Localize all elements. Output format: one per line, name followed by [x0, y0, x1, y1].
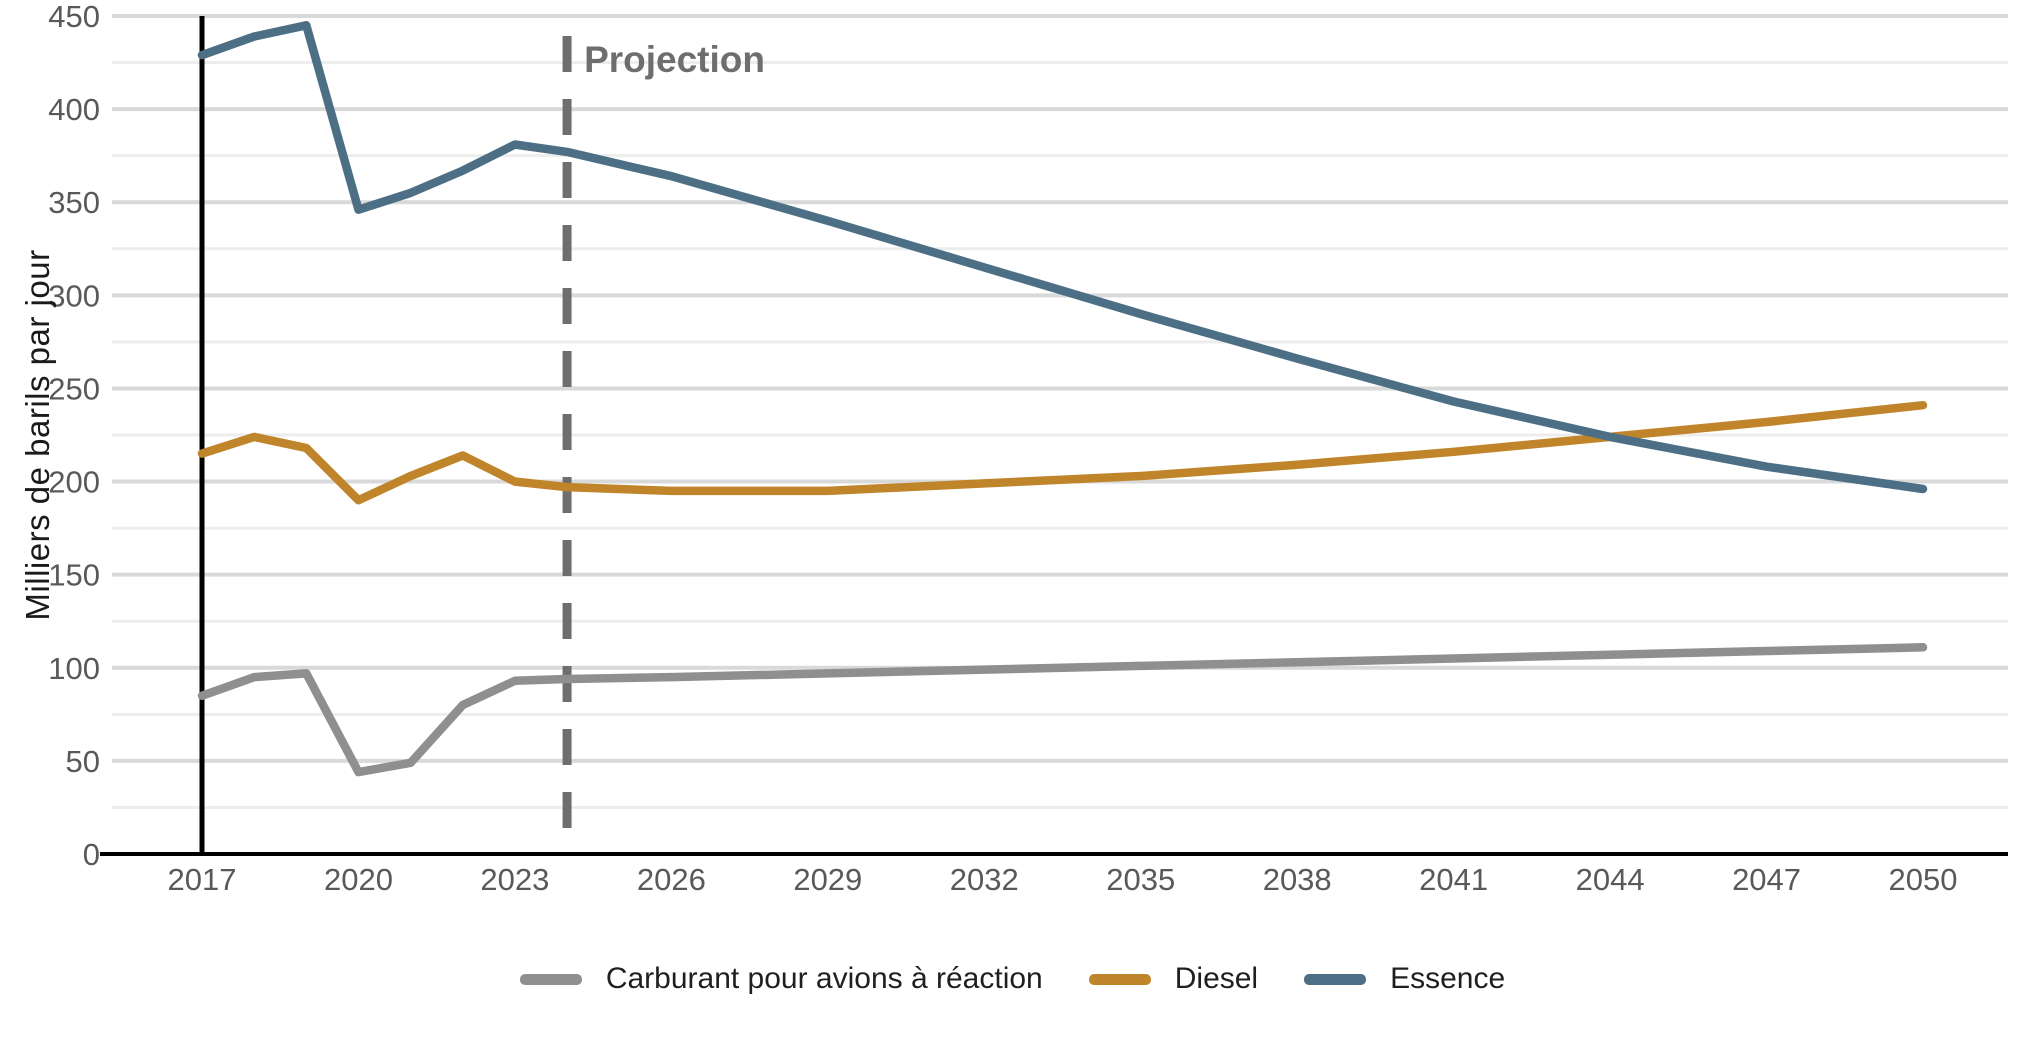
legend-swatch-diesel — [1088, 973, 1151, 985]
legend-label-diesel: Diesel — [1174, 962, 1259, 995]
legend-swatch-essence — [1304, 973, 1367, 985]
series-line-diesel — [197, 400, 1928, 505]
x-tick-label: 2020 — [324, 862, 393, 897]
legend-label-jet-fuel: Carburant pour avions à réaction — [605, 962, 1043, 995]
legend-item-essence: Essence — [1304, 962, 1505, 996]
y-tick-label: 400 — [48, 92, 100, 127]
projection-label: Projection — [584, 39, 765, 80]
legend-item-diesel: Diesel — [1088, 962, 1259, 996]
x-tick-label: 2038 — [1263, 862, 1332, 897]
legend: Carburant pour avions à réaction Diesel … — [0, 962, 2025, 996]
x-tick-label: 2044 — [1576, 862, 1645, 897]
x-tick-label: 2050 — [1889, 862, 1958, 897]
y-tick-label: 50 — [66, 744, 100, 779]
x-tick-label: 2026 — [637, 862, 706, 897]
x-tick-label: 2047 — [1732, 862, 1801, 897]
y-tick-label: 300 — [48, 278, 100, 313]
y-tick-label: 100 — [48, 651, 100, 686]
x-tick-label: 2041 — [1419, 862, 1488, 897]
x-tick-label: 2035 — [1106, 862, 1175, 897]
y-axis-title: Milliers de barils par jour — [19, 249, 56, 621]
y-tick-label: 0 — [83, 837, 100, 872]
x-tick-label: 2029 — [793, 862, 862, 897]
x-tick-label: 2032 — [950, 862, 1019, 897]
legend-label-essence: Essence — [1390, 962, 1506, 995]
legend-swatch-jet-fuel — [519, 973, 582, 985]
legend-item-jet-fuel: Carburant pour avions à réaction — [519, 962, 1043, 996]
y-tick-label: 450 — [48, 0, 100, 34]
x-tick-label: 2017 — [168, 862, 237, 897]
y-tick-label: 250 — [48, 371, 100, 406]
series-line-essence — [197, 21, 1928, 494]
y-tick-label: 200 — [48, 465, 100, 500]
x-tick-label: 2023 — [480, 862, 549, 897]
series-line-carburant-pour-avions-r-action — [197, 643, 1928, 777]
y-tick-label: 350 — [48, 185, 100, 220]
y-tick-label: 150 — [48, 558, 100, 593]
